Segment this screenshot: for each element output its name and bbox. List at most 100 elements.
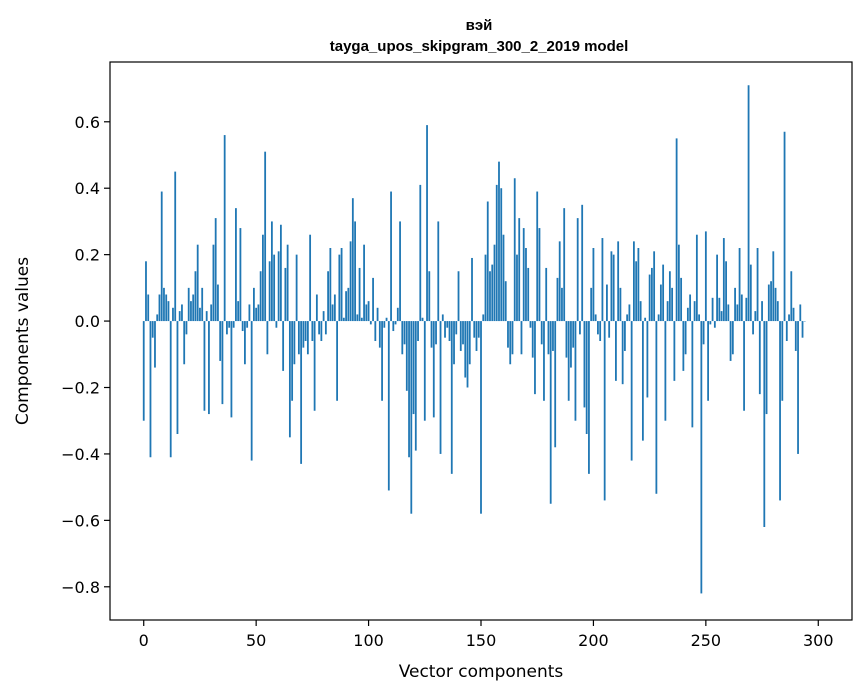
bar-component-198 <box>588 321 590 474</box>
bar-component-283 <box>779 321 781 501</box>
bar-component-109 <box>387 321 390 491</box>
bar-component-250 <box>704 231 707 322</box>
bar-component-113 <box>396 307 399 322</box>
bar-component-105 <box>378 321 381 348</box>
bar-component-69 <box>297 321 300 355</box>
bar-component-200 <box>592 248 595 322</box>
bar-component-214 <box>624 321 626 351</box>
bar-component-7 <box>158 294 161 322</box>
bar-component-46 <box>246 321 249 328</box>
bar-component-240 <box>682 321 685 371</box>
chart-title: вэй <box>466 17 493 34</box>
bar-component-56 <box>268 261 271 322</box>
bar-component-42 <box>237 301 240 322</box>
bar-component-229 <box>657 314 660 322</box>
bar-component-291 <box>797 321 799 454</box>
bar-component-89 <box>342 317 345 322</box>
bar-component-293 <box>801 321 804 338</box>
y-axis-ticks: −0.8 −0.6 −0.4 −0.2 0.0 0.2 0.4 0.6 <box>61 113 110 597</box>
bar-component-67 <box>293 321 296 365</box>
bar-component-206 <box>606 284 608 322</box>
y-tick-label: 0.6 <box>75 113 100 132</box>
bar-component-144 <box>466 321 469 388</box>
bar-component-277 <box>765 321 768 415</box>
bar-component-274 <box>758 321 761 395</box>
bar-component-222 <box>641 321 644 441</box>
bar-component-267 <box>743 321 745 411</box>
y-tick-label: −0.6 <box>61 511 100 530</box>
bar-component-173 <box>531 321 534 358</box>
bar-component-218 <box>633 241 635 322</box>
bar-component-70 <box>300 321 303 464</box>
bar-component-165 <box>513 178 516 322</box>
bar-component-228 <box>655 321 658 494</box>
bar-component-181 <box>549 321 552 504</box>
bar-component-115 <box>401 321 404 355</box>
bar-component-242 <box>686 307 689 322</box>
bar-component-246 <box>695 234 698 322</box>
bar-component-253 <box>711 297 714 322</box>
bar-component-64 <box>286 244 289 322</box>
bar-component-98 <box>363 244 365 322</box>
bar-component-77 <box>315 294 318 322</box>
bar-component-169 <box>522 228 525 322</box>
bar-component-47 <box>248 304 251 322</box>
bar-component-202 <box>597 321 599 335</box>
bar-component-129 <box>432 321 435 418</box>
bar-component-265 <box>738 248 741 322</box>
bar-component-39 <box>230 321 233 418</box>
bar-component-19 <box>185 321 188 335</box>
bar-component-287 <box>788 314 790 322</box>
bar-component-235 <box>671 287 674 322</box>
bar-component-195 <box>581 204 584 322</box>
bar-component-101 <box>369 321 372 325</box>
bar-component-55 <box>266 321 269 355</box>
bar-component-65 <box>288 321 291 438</box>
bar-component-110 <box>390 191 392 322</box>
bar-component-238 <box>677 244 680 322</box>
bar-component-72 <box>304 321 307 341</box>
bar-component-26 <box>201 287 204 322</box>
bar-component-221 <box>639 301 642 322</box>
bar-component-194 <box>579 321 581 335</box>
bar-component-180 <box>547 321 550 355</box>
bar-component-111 <box>392 321 395 332</box>
bar-component-230 <box>659 284 662 322</box>
bar-component-284 <box>781 321 784 401</box>
bar-component-256 <box>718 297 721 322</box>
bar-series <box>142 85 806 594</box>
bar-component-138 <box>453 321 455 365</box>
bar-component-44 <box>241 321 244 332</box>
bar-component-52 <box>259 271 262 322</box>
bar-component-160 <box>502 234 505 322</box>
bar-component-5 <box>154 321 156 368</box>
bar-component-232 <box>664 321 667 421</box>
bar-component-131 <box>437 221 440 322</box>
bar-component-186 <box>561 287 563 322</box>
bar-component-145 <box>468 321 471 365</box>
bar-component-63 <box>284 267 287 322</box>
bar-component-190 <box>570 321 572 368</box>
bar-component-13 <box>172 307 174 322</box>
bar-component-223 <box>644 317 647 322</box>
bar-component-189 <box>567 321 570 401</box>
bar-component-257 <box>720 311 723 322</box>
bar-component-90 <box>345 291 347 322</box>
x-tick-label: 150 <box>466 631 497 650</box>
y-tick-label: −0.8 <box>61 578 100 597</box>
bar-component-120 <box>412 321 415 415</box>
bar-component-15 <box>176 321 179 434</box>
bar-component-259 <box>725 261 727 322</box>
bar-component-87 <box>338 254 341 322</box>
bar-component-158 <box>498 161 500 322</box>
bar-component-97 <box>360 317 363 322</box>
bar-component-41 <box>235 208 237 322</box>
bar-component-23 <box>194 271 197 322</box>
bar-component-137 <box>450 321 453 474</box>
bar-component-123 <box>419 184 422 322</box>
bar-component-196 <box>583 321 586 408</box>
bar-component-182 <box>552 321 554 351</box>
bar-component-166 <box>516 254 518 322</box>
bar-component-49 <box>253 287 255 322</box>
